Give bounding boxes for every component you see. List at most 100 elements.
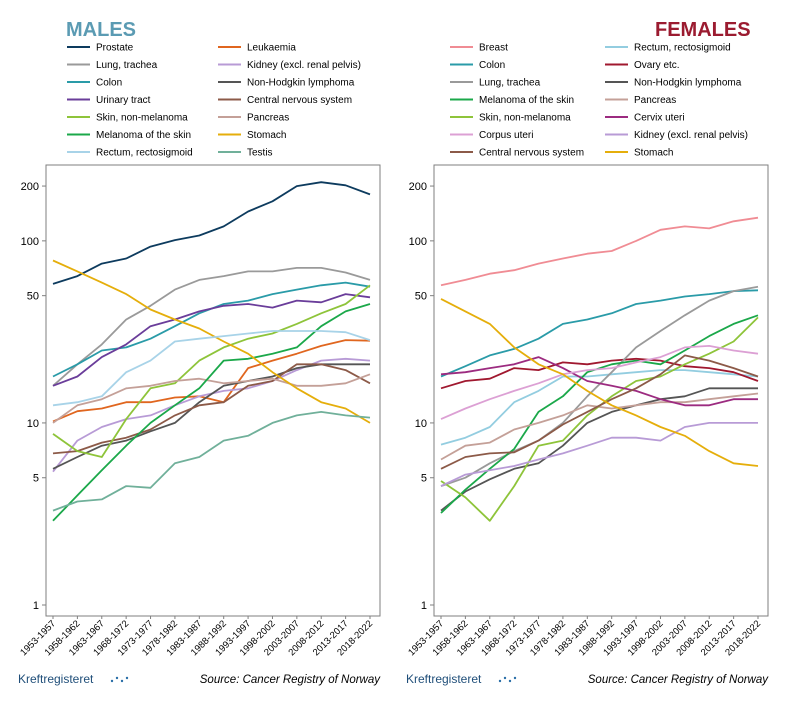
kreftregisteret-logo: Kreftregisteret <box>406 672 517 686</box>
series-line <box>440 356 758 407</box>
legend-label: Colon <box>96 78 122 89</box>
legend-item: Stomach <box>218 130 286 141</box>
series-line <box>52 339 371 423</box>
series-line <box>440 369 759 446</box>
legend-label: Testis <box>247 148 273 159</box>
chart-title: FEMALES <box>655 19 751 41</box>
y-tick-label: 5 <box>33 473 39 485</box>
y-tick-label: 10 <box>27 418 39 430</box>
legend-label: Lung, trachea <box>479 78 541 89</box>
logo-dot <box>513 676 517 680</box>
source-note: Source: Cancer Registry of Norway <box>200 674 381 686</box>
logo-dot <box>120 679 124 683</box>
legend-label: Rectum, rectosigmoid <box>634 43 731 54</box>
series-line <box>52 284 371 458</box>
legend-label: Pancreas <box>247 113 289 124</box>
legend-label: Skin, non-melanoma <box>96 113 188 124</box>
series-line <box>52 410 371 512</box>
series-line <box>52 330 371 407</box>
legend-label: Kidney (excl. renal pelvis) <box>634 130 748 141</box>
legend-label: Lung, trachea <box>96 60 158 71</box>
series-line <box>52 181 371 285</box>
series-line <box>440 289 759 378</box>
legend-item: Colon <box>450 60 505 71</box>
legend-label: Kidney (excl. renal pelvis) <box>247 60 361 71</box>
legend-label: Melanoma of the skin <box>96 130 191 141</box>
legend-label: Breast <box>479 43 508 54</box>
y-tick-label: 1 <box>33 600 39 612</box>
legend-item: Non-Hodgkin lymphoma <box>605 78 742 89</box>
logo-dot <box>115 676 119 680</box>
y-tick-label: 100 <box>409 236 427 248</box>
y-tick-label: 50 <box>27 291 39 303</box>
legend-label: Corpus uteri <box>479 130 533 141</box>
legend-item: Lung, trachea <box>450 78 541 89</box>
series-line <box>52 363 370 470</box>
legend-item: Rectum, rectosigmoid <box>605 43 731 54</box>
y-tick-label: 5 <box>421 473 427 485</box>
legend-label: Pancreas <box>634 95 676 106</box>
y-tick-label: 200 <box>409 181 427 193</box>
plot-area <box>433 164 769 617</box>
chart-title: MALES <box>66 19 136 41</box>
legend-item: Skin, non-melanoma <box>450 113 571 124</box>
series-line <box>440 357 759 390</box>
legend-item: Stomach <box>605 148 673 159</box>
legend-item: Breast <box>450 43 508 54</box>
legend-item: Melanoma of the skin <box>67 130 191 141</box>
series-line <box>440 216 759 287</box>
legend-label: Prostate <box>96 43 134 54</box>
series-line <box>440 298 759 467</box>
legend-label: Cervix uteri <box>634 113 685 124</box>
series-line <box>440 316 759 522</box>
series-line <box>52 363 371 455</box>
series-line <box>52 259 371 424</box>
legend-item: Ovary etc. <box>605 60 680 71</box>
legend-item: Prostate <box>67 43 134 54</box>
series-line <box>52 293 371 387</box>
legend-label: Non-Hodgkin lymphoma <box>247 78 355 89</box>
legend-item: Kidney (excl. renal pelvis) <box>218 60 361 71</box>
legend-label: Melanoma of the skin <box>479 95 574 106</box>
legend-item: Lung, trachea <box>67 60 158 71</box>
series-line <box>440 392 759 461</box>
y-tick-label: 100 <box>21 236 39 248</box>
logo-dot <box>498 679 502 683</box>
series-line <box>52 281 371 378</box>
series-line <box>440 387 758 512</box>
y-tick-label: 1 <box>421 600 427 612</box>
plot-area <box>45 164 381 617</box>
legend-item: Skin, non-melanoma <box>67 113 188 124</box>
series-line <box>52 266 371 387</box>
legend-label: Central nervous system <box>247 95 352 106</box>
legend-label: Non-Hodgkin lymphoma <box>634 78 742 89</box>
legend-label: Colon <box>479 60 505 71</box>
legend-label: Stomach <box>634 148 673 159</box>
legend-item: Leukaemia <box>218 43 296 54</box>
chart-panel-females: FEMALES Breast Rectum, rectosigmoid Colon Ov… <box>406 19 769 686</box>
legend-item: Central nervous system <box>450 148 584 159</box>
legend-item: Kidney (excl. renal pelvis) <box>605 130 748 141</box>
series-line <box>440 344 759 420</box>
legend-item: Cervix uteri <box>605 113 685 124</box>
legend-item: Rectum, rectosigmoid <box>67 148 193 159</box>
logo-dot <box>125 676 129 680</box>
legend-label: Skin, non-melanoma <box>479 113 571 124</box>
series-line <box>440 421 758 487</box>
logo-text: Kreftregisteret <box>18 672 94 686</box>
y-tick-label: 10 <box>415 418 427 430</box>
series-line <box>440 354 759 470</box>
legend-item: Corpus uteri <box>450 130 533 141</box>
legend-label: Urinary tract <box>96 95 151 106</box>
series-line <box>52 373 371 424</box>
legend-item: Colon <box>67 78 122 89</box>
legend-item: Non-Hodgkin lymphoma <box>218 78 355 89</box>
legend-label: Central nervous system <box>479 148 584 159</box>
legend-label: Stomach <box>247 130 286 141</box>
legend-label: Leukaemia <box>247 43 296 54</box>
legend-item: Urinary tract <box>67 95 151 106</box>
logo-dot <box>503 676 507 680</box>
legend-item: Central nervous system <box>218 95 352 106</box>
legend-item: Melanoma of the skin <box>450 95 574 106</box>
